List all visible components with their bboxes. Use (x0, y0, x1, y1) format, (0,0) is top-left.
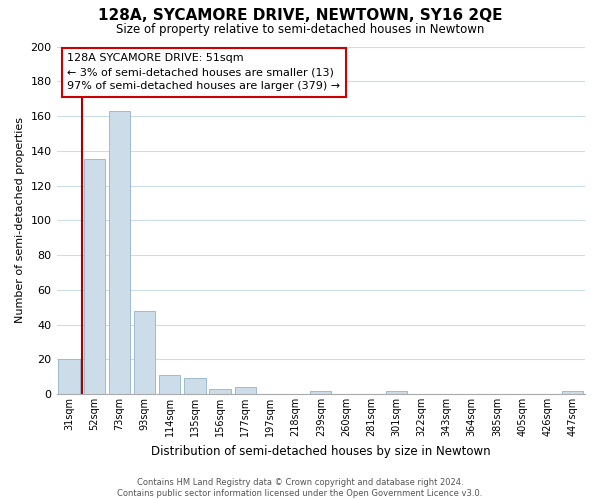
Bar (562, 390, 583, 394)
Text: Contains HM Land Registry data © Crown copyright and database right 2024.
Contai: Contains HM Land Registry data © Crown c… (118, 478, 482, 498)
Bar (109, 111, 130, 394)
Bar (209, 389, 231, 394)
X-axis label: Distribution of semi-detached houses by size in Newtown: Distribution of semi-detached houses by … (151, 444, 491, 458)
Bar (235, 387, 256, 394)
Y-axis label: Number of semi-detached properties: Number of semi-detached properties (15, 118, 25, 324)
Bar (134, 310, 155, 394)
Bar (386, 390, 407, 394)
Text: Size of property relative to semi-detached houses in Newtown: Size of property relative to semi-detach… (116, 22, 484, 36)
Text: 128A SYCAMORE DRIVE: 51sqm
← 3% of semi-detached houses are smaller (13)
97% of : 128A SYCAMORE DRIVE: 51sqm ← 3% of semi-… (67, 54, 340, 92)
Bar (159, 375, 181, 394)
Bar (83, 160, 105, 394)
Bar (184, 378, 206, 394)
Bar (310, 390, 331, 394)
Text: 128A, SYCAMORE DRIVE, NEWTOWN, SY16 2QE: 128A, SYCAMORE DRIVE, NEWTOWN, SY16 2QE (98, 8, 502, 22)
Bar (58, 360, 80, 394)
